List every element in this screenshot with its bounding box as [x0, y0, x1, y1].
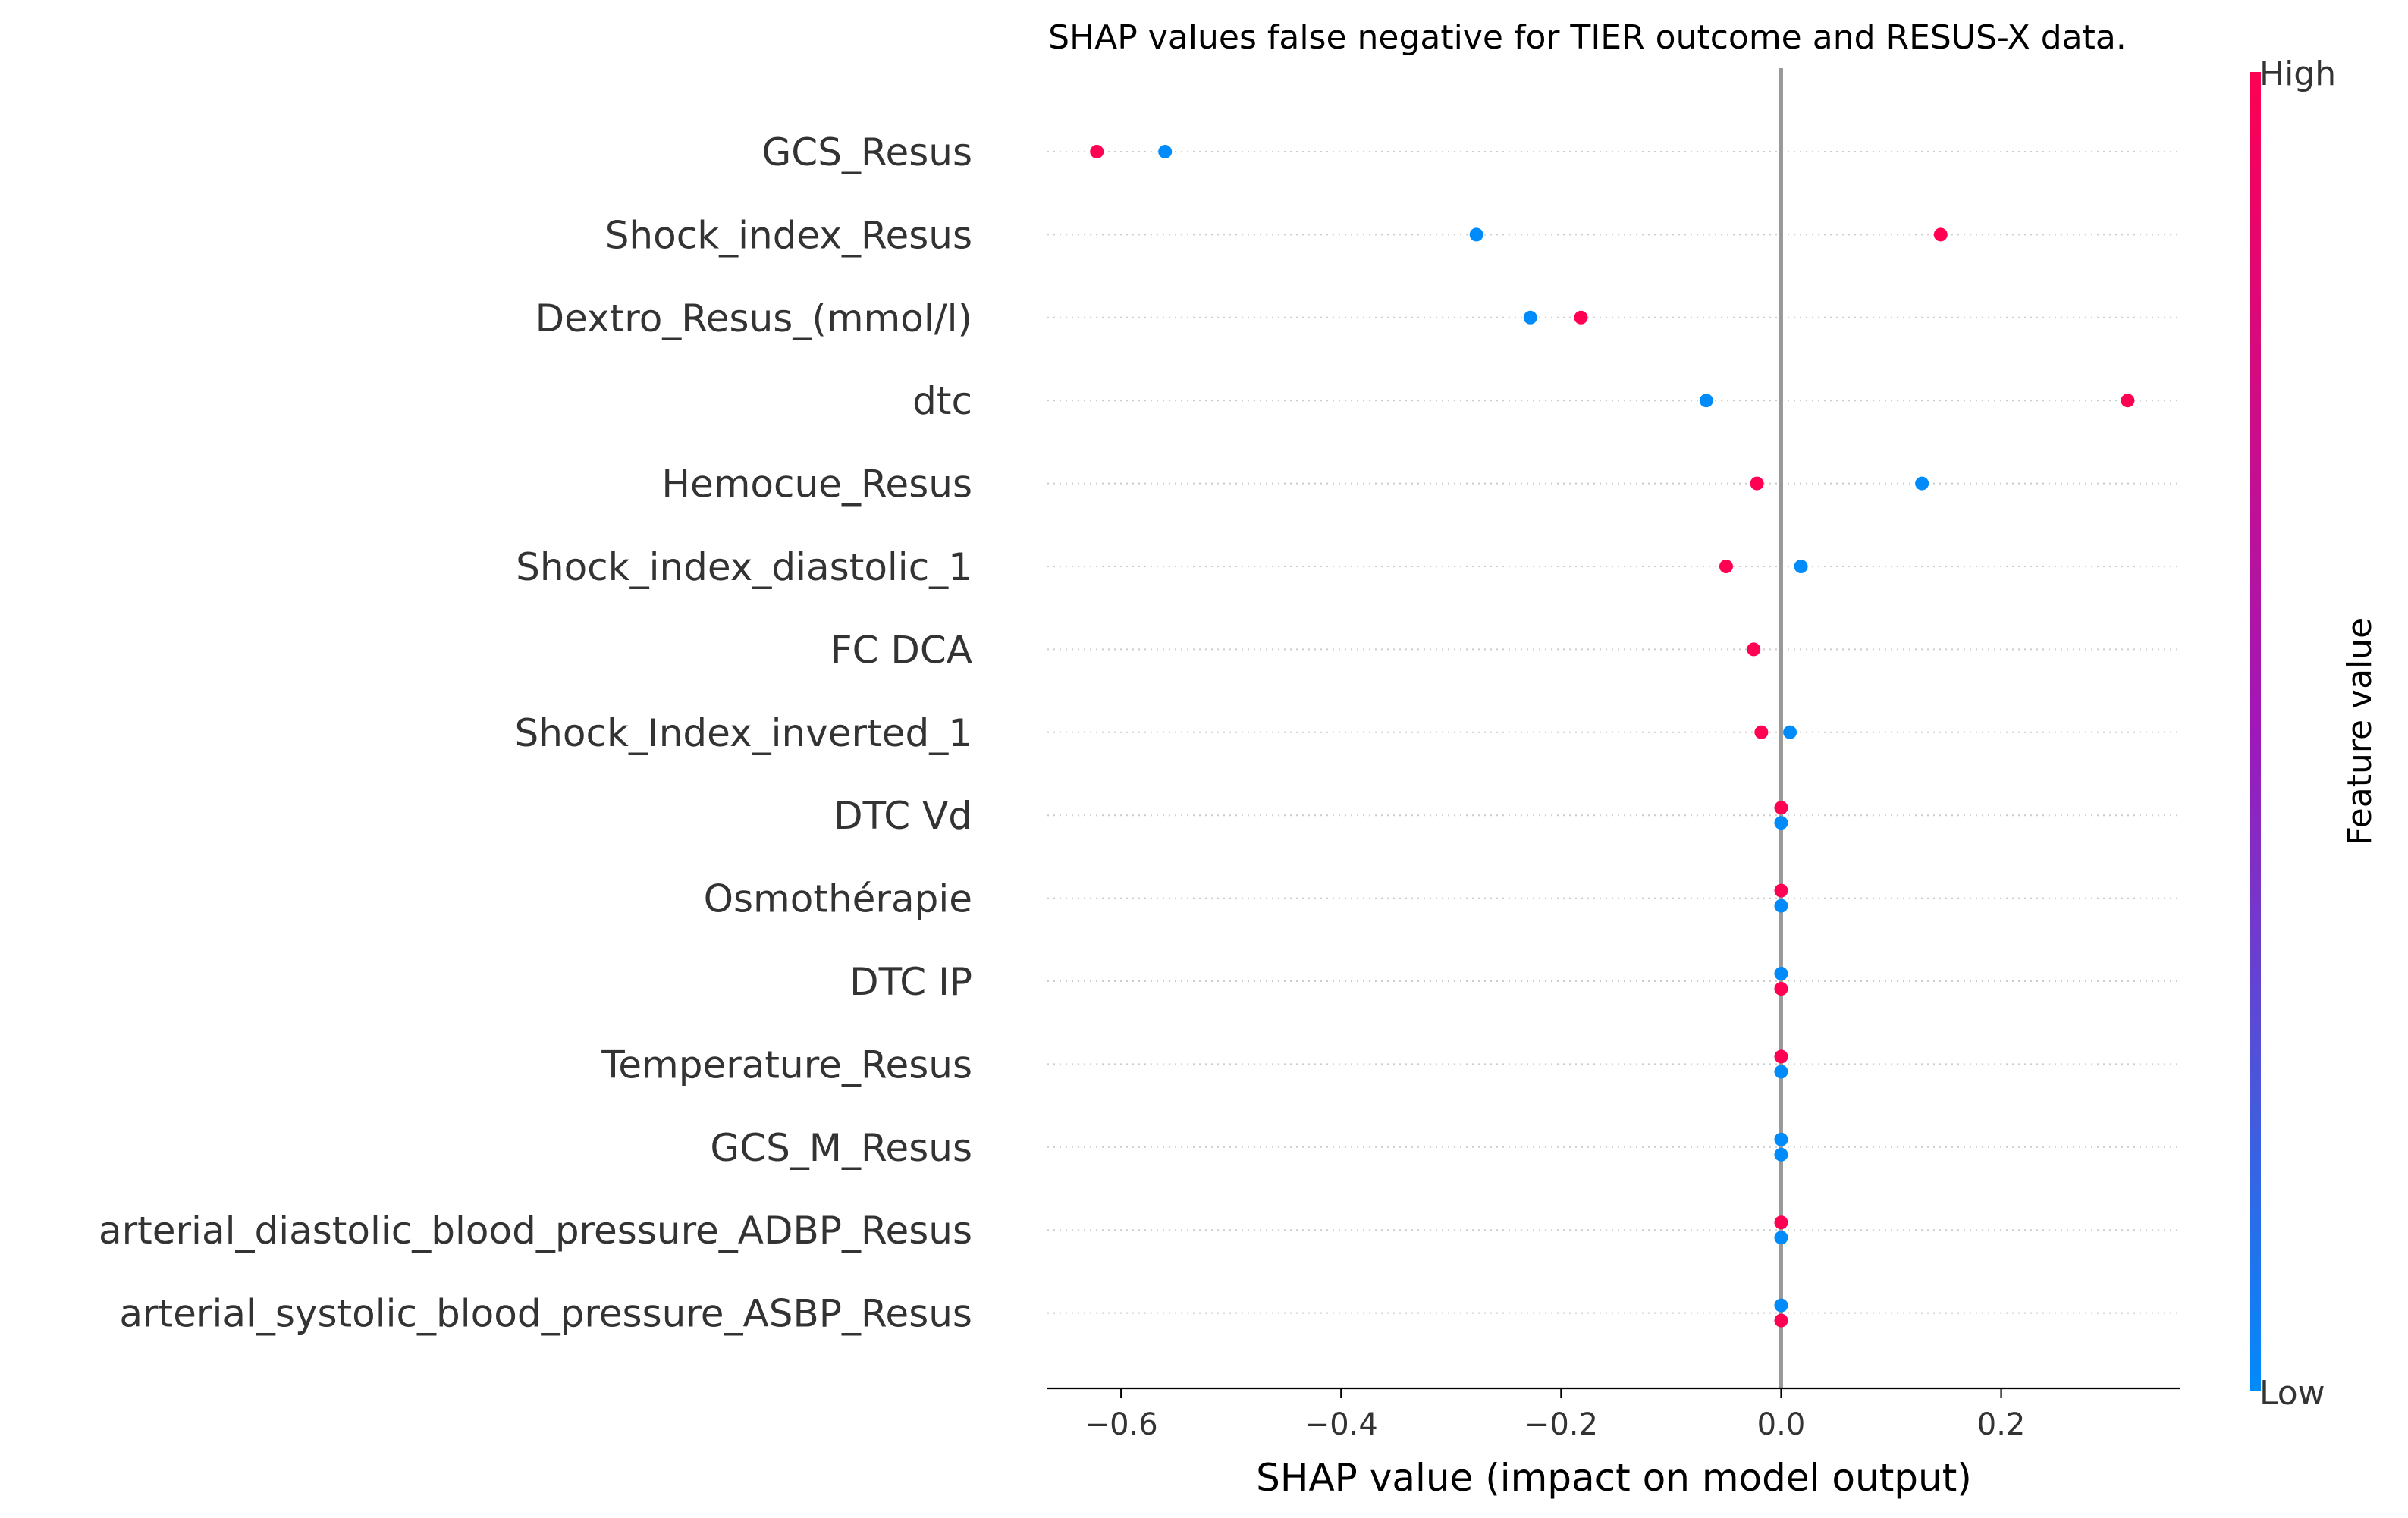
feature-label: Temperature_Resus [601, 1043, 972, 1087]
shap-point [1774, 801, 1788, 815]
colorbar-high-label: High [2259, 55, 2336, 93]
shap-point [1774, 1132, 1788, 1146]
shap-point [1754, 725, 1769, 739]
x-tick-label: −0.2 [1524, 1407, 1598, 1442]
colorbar-gradient [2250, 72, 2261, 1391]
feature-label: dtc [912, 379, 972, 423]
feature-label: Osmothérapie [704, 877, 972, 921]
shap-point [1750, 476, 1764, 491]
colorbar: High Low Feature value [2250, 55, 2379, 1413]
x-tick-label: −0.4 [1304, 1407, 1378, 1442]
shap-point [1719, 560, 1733, 573]
shap-point [1774, 1298, 1788, 1313]
x-axis-label: SHAP value (impact on model output) [1256, 1456, 1972, 1500]
shap-point [1933, 227, 1948, 242]
shap-point [1794, 560, 1808, 573]
feature-label: GCS_M_Resus [710, 1126, 972, 1170]
feature-label: arterial_diastolic_blood_pressure_ADBP_R… [99, 1209, 972, 1253]
shap-point [1783, 725, 1797, 739]
shap-point [1774, 1215, 1788, 1230]
shap-point [1747, 642, 1761, 657]
shap-point [1090, 145, 1104, 158]
feature-label: FC DCA [830, 628, 972, 672]
data-points [1090, 145, 2135, 1328]
feature-label: Hemocue_Resus [661, 463, 972, 507]
feature-label: Dextro_Resus_(mmol/l) [535, 296, 972, 340]
shap-point [1774, 1065, 1788, 1079]
shap-point [1774, 967, 1788, 980]
row-guides [1047, 151, 2180, 1314]
feature-label: DTC Vd [834, 794, 972, 838]
feature-label: arterial_systolic_blood_pressure_ASBP_Re… [119, 1292, 972, 1336]
x-tick-label: −0.6 [1085, 1407, 1158, 1442]
shap-point [1774, 899, 1788, 913]
shap-point [1915, 476, 1929, 491]
colorbar-low-label: Low [2259, 1374, 2325, 1413]
shap-point [1158, 145, 1173, 158]
shap-point [1699, 394, 1713, 408]
shap-point [2121, 394, 2135, 408]
shap-point [1774, 1231, 1788, 1245]
shap-point [1523, 310, 1537, 325]
feature-label: GCS_Resus [762, 130, 972, 174]
shap-point [1774, 816, 1788, 830]
shap-point [1469, 227, 1483, 242]
x-tick-label: 0.2 [1977, 1407, 2026, 1442]
colorbar-title: Feature value [2341, 618, 2379, 845]
chart-title: SHAP values false negative for TIER outc… [1048, 18, 2127, 57]
feature-label: Shock_index_diastolic_1 [516, 545, 972, 589]
shap-point [1774, 1313, 1788, 1328]
feature-label: Shock_index_Resus [605, 213, 972, 257]
x-tick-label: 0.0 [1757, 1407, 1806, 1442]
shap-point [1574, 310, 1588, 325]
feature-label: DTC IP [849, 960, 972, 1004]
shap-point [1774, 982, 1788, 996]
feature-labels: GCS_Resus Shock_index_Resus Dextro_Resus_(… [99, 130, 972, 1336]
shap-point [1774, 1147, 1788, 1162]
shap-point [1774, 883, 1788, 898]
x-axis-ticks: −0.6 −0.4 −0.2 0.0 0.2 [1085, 1388, 2026, 1442]
shap-point [1774, 1049, 1788, 1064]
feature-label: Shock_Index_inverted_1 [514, 711, 972, 755]
